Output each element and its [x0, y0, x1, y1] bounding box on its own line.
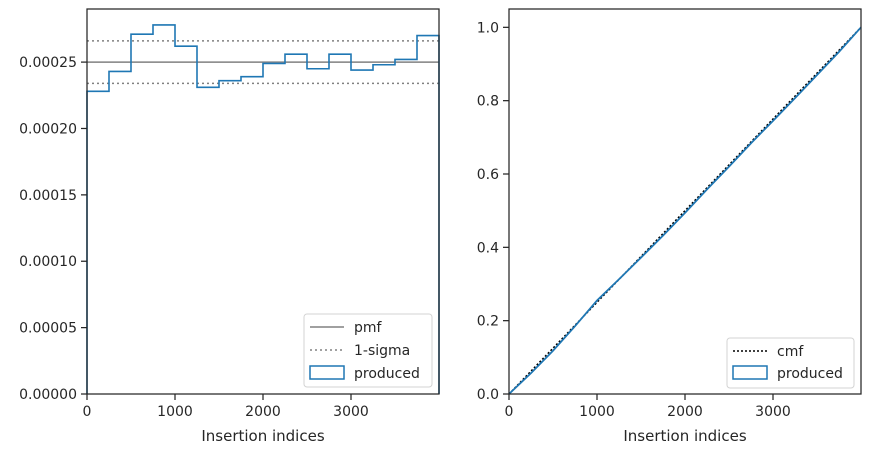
legend-cmf-label: cmf [777, 344, 804, 360]
left-legend: pmf 1-sigma produced [303, 313, 433, 388]
produced-histogram-outline [86, 24, 440, 394]
right-x-tick-label: 0 [505, 404, 514, 420]
right-x-ticks: 0 1000 2000 3000 [505, 394, 791, 420]
pmf-histogram-panel: 0 1000 2000 3000 0.000000.000050.000100.000… [19, 8, 440, 445]
right-y-tick-label: 0.2 [477, 314, 499, 330]
left-histogram [86, 24, 440, 394]
left-y-tick-label: 0.00020 [19, 121, 77, 137]
left-y-tick-label: 0.00000 [19, 387, 77, 403]
right-y-tick-label: 1.0 [477, 20, 499, 36]
left-x-tick-label: 2000 [245, 404, 281, 420]
left-x-ticks: 0 1000 2000 3000 [83, 394, 369, 420]
legend-produced-swatch [309, 365, 345, 380]
left-reference-lines [87, 40, 439, 85]
left-x-tick-label: 1000 [157, 404, 193, 420]
left-y-tick-label: 0.00005 [19, 321, 77, 337]
right-x-tick-label: 3000 [755, 404, 791, 420]
legend-pmf-label: pmf [354, 320, 383, 336]
left-x-axis-label: Insertion indices [201, 427, 324, 445]
right-x-tick-label: 2000 [667, 404, 703, 420]
right-y-tick-label: 0.0 [477, 387, 499, 403]
right-x-tick-label: 1000 [579, 404, 615, 420]
left-legend-box [303, 313, 433, 388]
left-y-tick-label: 0.00025 [19, 55, 77, 71]
right-plot-area [509, 9, 861, 394]
right-y-tick-label: 0.6 [477, 167, 499, 183]
legend-produced-label: produced [354, 366, 420, 382]
cmf-panel: 0 1000 2000 3000 0.0 0.2 0.4 0.6 0.8 1.0 Inserti… [477, 8, 862, 445]
left-y-tick-label: 0.00015 [19, 188, 77, 204]
cmf-line [508, 26, 862, 395]
right-y-tick-label: 0.4 [477, 240, 499, 256]
left-x-tick-label: 0 [83, 404, 92, 420]
right-y-ticks: 0.0 0.2 0.4 0.6 0.8 1.0 [477, 20, 509, 403]
right-y-tick-label: 0.8 [477, 94, 499, 110]
left-x-tick-label: 3000 [333, 404, 369, 420]
legend-1-sigma-label: 1-sigma [354, 343, 410, 359]
left-y-ticks: 0.00000 0.00005 0.00010 0.00015 0.00020 0.000… [19, 55, 87, 403]
right-x-axis-label: Insertion indices [623, 427, 746, 445]
right-legend: cmf produced [726, 337, 855, 389]
left-y-tick-label: 0.00010 [19, 254, 77, 270]
legend-produced-label-right: produced [777, 366, 843, 382]
legend-produced-swatch-right [732, 365, 768, 380]
